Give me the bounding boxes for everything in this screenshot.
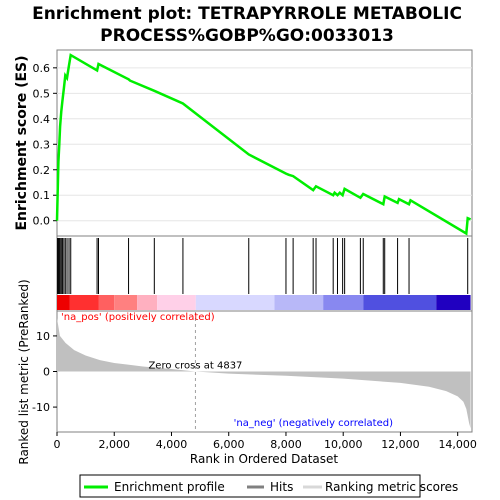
rank-x-tick-label: 6,000 <box>213 438 245 451</box>
plot-title-line1: Enrichment plot: TETRAPYRROLE METABOLIC <box>32 4 462 24</box>
colorbar-segment <box>114 295 138 310</box>
legend: Enrichment profile Hits Ranking metric s… <box>79 474 458 498</box>
metric-y-tick-label: 10 <box>36 330 50 343</box>
es-y-tick-label: 0.0 <box>33 215 51 228</box>
rank-x-tick-label: 14,000 <box>438 438 477 451</box>
rank-x-tick-label: 8,000 <box>270 438 302 451</box>
colorbar-segment <box>195 295 275 310</box>
es-y-tick-label: 0.3 <box>33 138 51 151</box>
colorbar-segment <box>157 295 196 310</box>
rank-x-tick-label: 12,000 <box>381 438 420 451</box>
zero-cross-label: Zero cross at 4837 <box>148 361 242 372</box>
ranking-metric-area <box>57 318 471 429</box>
es-y-tick-label: 0.6 <box>33 62 51 75</box>
es-y-tick-label: 0.5 <box>33 87 51 100</box>
positive-correlation-label: 'na_pos' (positively correlated) <box>61 312 215 323</box>
plot-title-line2: PROCESS%GOBP%GO:0033013 <box>100 26 394 46</box>
rank-x-tick-label: 0 <box>54 438 61 451</box>
hit-markers <box>57 238 469 294</box>
colorbar-segment <box>363 295 437 310</box>
es-y-axis-label: Enrichment score (ES) <box>14 55 30 230</box>
rank-x-axis-label: Rank in Ordered Dataset <box>190 452 338 466</box>
colorbar-segment <box>436 295 471 310</box>
colorbar-segment <box>69 295 99 310</box>
colorbar-segment <box>323 295 364 310</box>
colorbar-segment <box>274 295 324 310</box>
es-y-axis: 0.0 0.1 0.2 0.3 0.4 0.5 0.6 <box>33 62 57 228</box>
rank-x-tick-label: 10,000 <box>324 438 363 451</box>
colorbar-segment <box>98 295 115 310</box>
negative-correlation-label: 'na_neg' (negatively correlated) <box>234 418 393 429</box>
metric-y-tick-label: -10 <box>32 401 50 414</box>
metric-panel: Zero cross at 4837 'na_pos' (positively … <box>17 279 477 466</box>
legend-metric-label: Ranking metric scores <box>325 480 458 494</box>
colorbar-segment <box>57 295 70 310</box>
colorbar-segment <box>137 295 158 310</box>
legend-hits-label: Hits <box>270 480 293 494</box>
rank-x-axis: 0 2,000 4,000 6,000 8,000 10,000 12,000 14,000 <box>54 432 477 451</box>
metric-y-axis-label: Ranked list metric (PreRanked) <box>17 279 31 464</box>
es-y-tick-label: 0.4 <box>33 113 51 126</box>
es-y-tick-label: 0.2 <box>33 164 51 177</box>
es-gridlines <box>57 67 472 222</box>
es-panel: 0.0 0.1 0.2 0.3 0.4 0.5 0.6 Enrichment score (… <box>14 49 473 237</box>
rank-colorbar <box>57 295 471 310</box>
es-y-tick-label: 0.1 <box>33 189 51 202</box>
metric-y-tick-label: 0 <box>43 366 50 379</box>
metric-y-axis: -10 0 10 <box>32 330 57 414</box>
hits-panel <box>56 235 473 312</box>
rank-x-tick-label: 4,000 <box>156 438 188 451</box>
rank-x-tick-label: 2,000 <box>98 438 130 451</box>
legend-profile-label: Enrichment profile <box>114 480 225 494</box>
es-panel-frame <box>56 49 473 237</box>
enrichment-profile-line <box>55 53 472 236</box>
